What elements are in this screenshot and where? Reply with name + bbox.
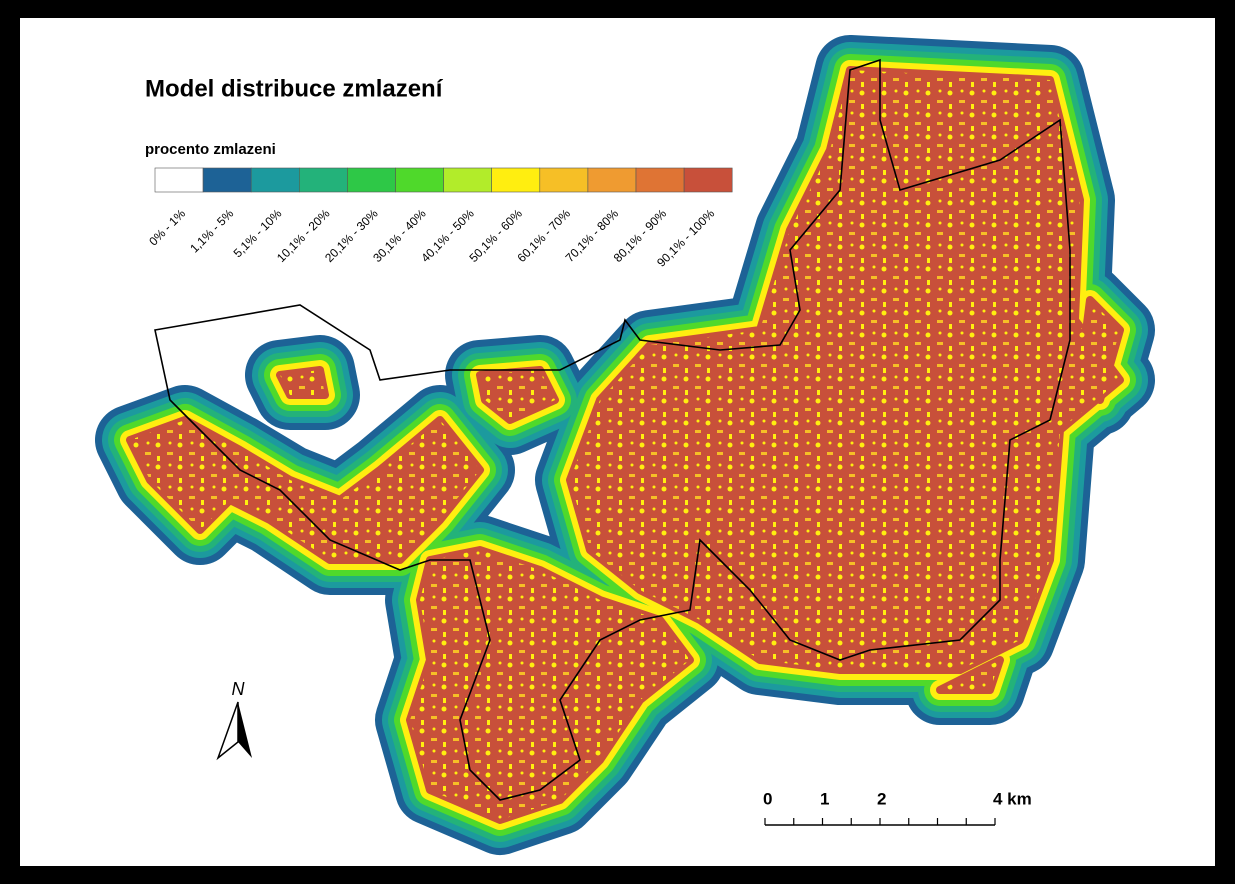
north-label: N	[232, 679, 246, 699]
legend-swatch	[396, 168, 444, 192]
core-texture	[750, 350, 790, 375]
legend-title: procento zmlazeni	[145, 141, 276, 158]
scale-label: 4 km	[993, 789, 1032, 808]
map-title: Model distribuce zmlazení	[145, 75, 444, 102]
legend-swatch	[540, 168, 588, 192]
legend-swatch	[636, 168, 684, 192]
legend-swatch	[203, 168, 251, 192]
legend-swatch	[492, 168, 540, 192]
scale-label: 2	[877, 789, 886, 808]
legend-swatch	[251, 168, 299, 192]
legend-swatch	[299, 168, 347, 192]
legend-swatch	[347, 168, 395, 192]
map-figure: Model distribuce zmlazení procento zmlaz…	[0, 0, 1235, 884]
legend-swatch	[155, 168, 203, 192]
scale-label: 1	[820, 789, 829, 808]
legend-swatch	[444, 168, 492, 192]
scale-label: 0	[763, 789, 772, 808]
legend-swatch	[684, 168, 732, 192]
legend-swatch	[588, 168, 636, 192]
